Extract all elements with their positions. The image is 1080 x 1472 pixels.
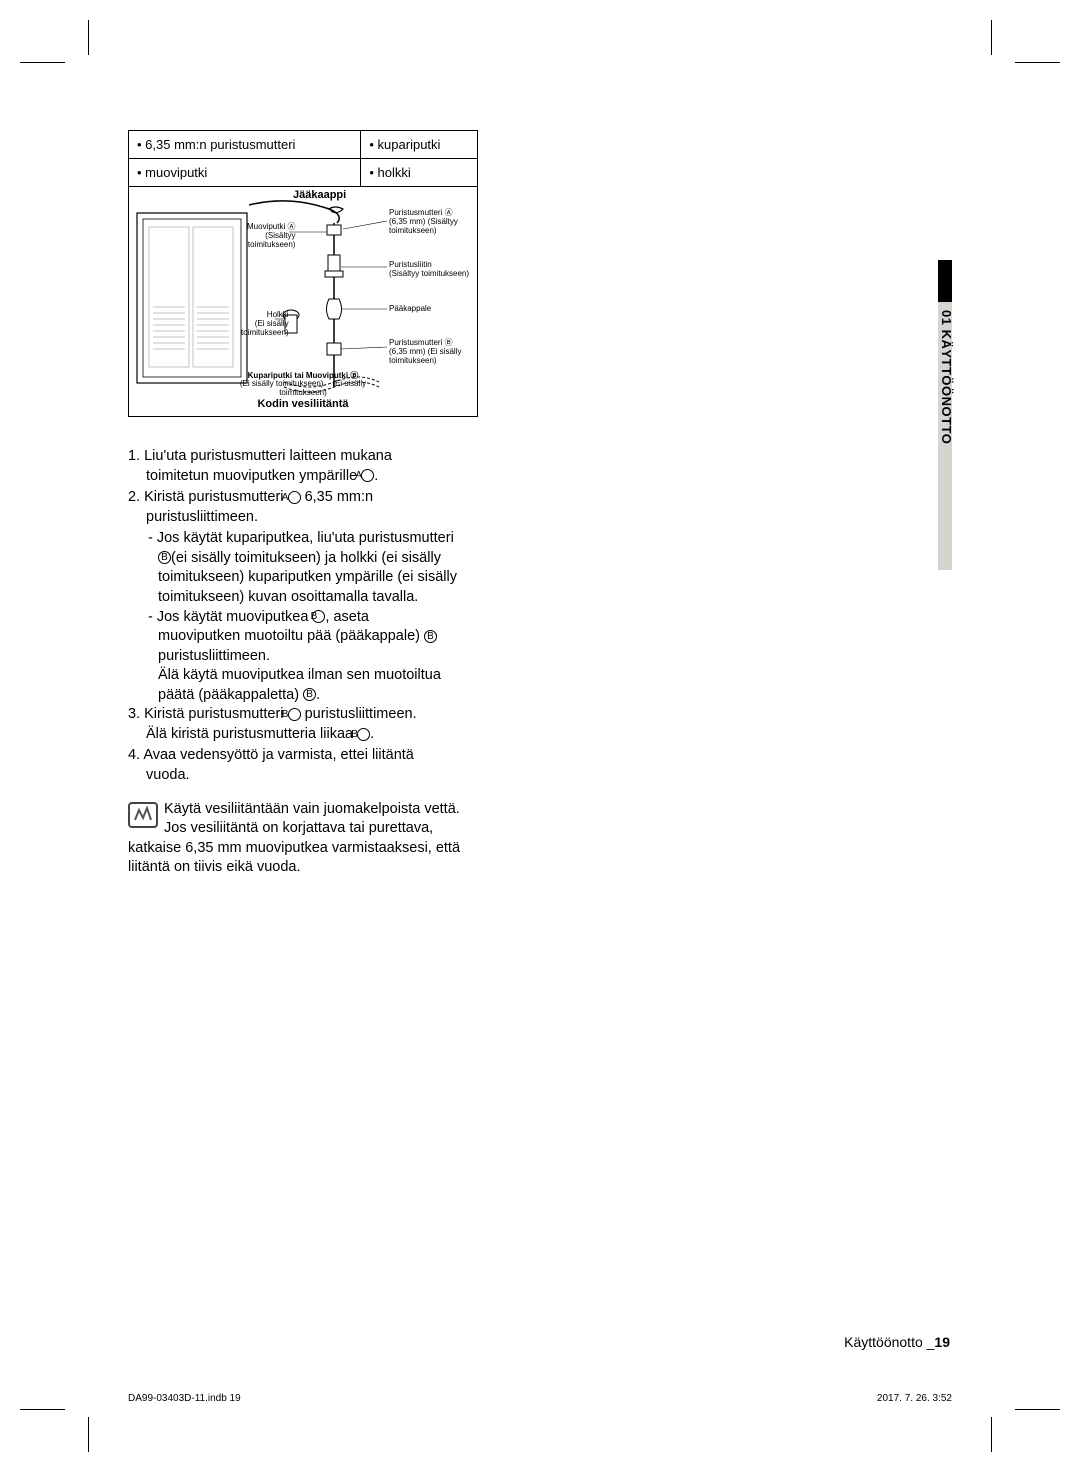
instr-text: - Jos käytät muoviputkea [148, 609, 312, 625]
parts-cell: • 6,35 mm:n puristusmutteri [129, 131, 361, 159]
letter-b-icon: B [288, 708, 301, 721]
crop-mark [1015, 62, 1060, 63]
instr-text: 2. Kiristä puristusmutteri [128, 489, 288, 505]
print-footer-right: 2017. 7. 26. 3:52 [877, 1393, 952, 1404]
crop-mark [88, 1417, 89, 1452]
instr-text: . [374, 468, 378, 484]
instr-text: 6,35 mm:n [301, 489, 374, 505]
instruction-2a: - Jos käytät kupariputkea, liu'uta puris… [128, 529, 478, 549]
instruction-2b-cont: päätä (pääkappaletta) B. [128, 686, 478, 706]
diagram-label-holkki: Holkki (Ei sisälly toimitukseen) [241, 311, 289, 337]
diagram-label-paakappale: Pääkappale [389, 305, 431, 314]
diagram: Jääkaappi [128, 187, 478, 417]
letter-a-icon: A [288, 491, 301, 504]
crop-mark [20, 62, 65, 63]
crop-mark [88, 20, 89, 55]
letter-b-icon: B [357, 728, 370, 741]
instr-text: puristusliittimeen. [146, 509, 258, 525]
crop-mark [1015, 1409, 1060, 1410]
tab-label: 01 KÄYTTÖÖNOTTO [939, 310, 954, 444]
instruction-3: 3. Kiristä puristusmutteri B puristuslii… [128, 705, 478, 744]
instruction-2b-cont: Älä käytä muoviputkea ilman sen muotoilt… [128, 666, 478, 686]
note-icon [128, 802, 158, 828]
crop-mark [991, 20, 992, 55]
instruction-2a-cont: B(ei sisälly toimitukseen) ja holkki (ei… [128, 549, 478, 569]
letter-b-icon: B [424, 630, 437, 643]
note-block: Käytä vesiliitäntään vain juomakelpoista… [128, 800, 478, 878]
instr-text: muoviputken muotoiltu pää (pääkappale) [158, 628, 424, 644]
tab-marker [938, 260, 952, 302]
footer-text: Käyttöönotto _ [844, 1334, 934, 1350]
instr-text: (ei sisälly toimitukseen) ja holkki (ei … [171, 550, 441, 566]
instr-text: puristusliittimeen. [301, 706, 417, 722]
instruction-2b: - Jos käytät muoviputkea B, aseta [128, 608, 478, 628]
diagram-label-puristusmutteri-b: Puristusmutteri Ⓑ (6,35 mm) (Ei sisälly … [389, 339, 461, 365]
diagram-title-bottom: Kodin vesiliitäntä [257, 398, 348, 410]
diagram-kupariputki-line: Kupariputki tai Muoviputki Ⓑ [248, 371, 359, 380]
table-row: • 6,35 mm:n puristusmutteri • kupariputk… [129, 131, 478, 159]
instruction-2b-cont: muoviputken muotoiltu pää (pääkappale) B [128, 627, 478, 647]
instructions: 1. Liu'uta puristusmutteri laitteen muka… [128, 447, 478, 878]
page-footer: Käyttöönotto _19 [844, 1334, 950, 1350]
parts-table: • 6,35 mm:n puristusmutteri • kupariputk… [128, 130, 478, 187]
parts-cell: • muoviputki [129, 159, 361, 187]
diagram-label-kupariputki: Kupariputki tai Muoviputki Ⓑ (Ei sisälly… [216, 372, 390, 398]
parts-cell: • holkki [361, 159, 478, 187]
instr-text: 1. Liu'uta puristusmutteri laitteen muka… [128, 448, 392, 464]
letter-b-icon: B [312, 610, 325, 623]
instruction-1: 1. Liu'uta puristusmutteri laitteen muka… [128, 447, 478, 486]
instruction-2a-cont: toimitukseen) kupariputken ympärille (ei… [128, 568, 478, 588]
instruction-2: 2. Kiristä puristusmutteri A 6,35 mm:n p… [128, 488, 478, 527]
parts-cell: • kupariputki [361, 131, 478, 159]
instr-text: 4. Avaa vedensyöttö ja varmista, ettei l… [128, 747, 414, 763]
print-footer-left: DA99-03403D-11.indb 19 [128, 1393, 241, 1404]
instruction-4: 4. Avaa vedensyöttö ja varmista, ettei l… [128, 746, 478, 785]
instr-text: 3. Kiristä puristusmutteri [128, 706, 288, 722]
instr-text: Älä kiristä puristusmutteria liikaa [146, 726, 357, 742]
letter-b-icon: B [303, 688, 316, 701]
section-tab: 01 KÄYTTÖÖNOTTO [930, 260, 952, 570]
instr-text: toimitetun muoviputken ympärille [146, 468, 361, 484]
diagram-label-puristusmutteri-a: Puristusmutteri Ⓐ (6,35 mm) (Sisältyy to… [389, 209, 458, 235]
instr-text: vuoda. [146, 767, 190, 783]
note-text: Käytä vesiliitäntään vain juomakelpoista… [128, 801, 460, 876]
instruction-2b-cont: puristusliittimeen. [128, 647, 478, 667]
instr-text: . [370, 726, 374, 742]
table-row: • muoviputki • holkki [129, 159, 478, 187]
diagram-kupariputki-sub-left: (Ei sisälly toimitukseen) [240, 379, 324, 388]
page-content: • 6,35 mm:n puristusmutteri • kupariputk… [128, 130, 478, 878]
instr-text: - Jos käytät kupariputkea, liu'uta puris… [148, 530, 454, 546]
letter-a-icon: A [361, 469, 374, 482]
letter-b-icon: B [158, 551, 171, 564]
instruction-2a-cont: toimitukseen) kuvan osoittamalla tavalla… [128, 588, 478, 608]
page-number: 19 [934, 1334, 950, 1350]
crop-mark [991, 1417, 992, 1452]
instr-text: päätä (pääkappaletta) [158, 687, 303, 703]
diagram-label-muoviputki-a: Muoviputki Ⓐ (Sisältyy toimitukseen) [247, 223, 295, 249]
instr-text: , aseta [325, 609, 369, 625]
crop-mark [20, 1409, 65, 1410]
diagram-label-puristusliitin: Puristusliitin (Sisältyy toimitukseen) [389, 261, 469, 279]
instr-text: . [316, 687, 320, 703]
